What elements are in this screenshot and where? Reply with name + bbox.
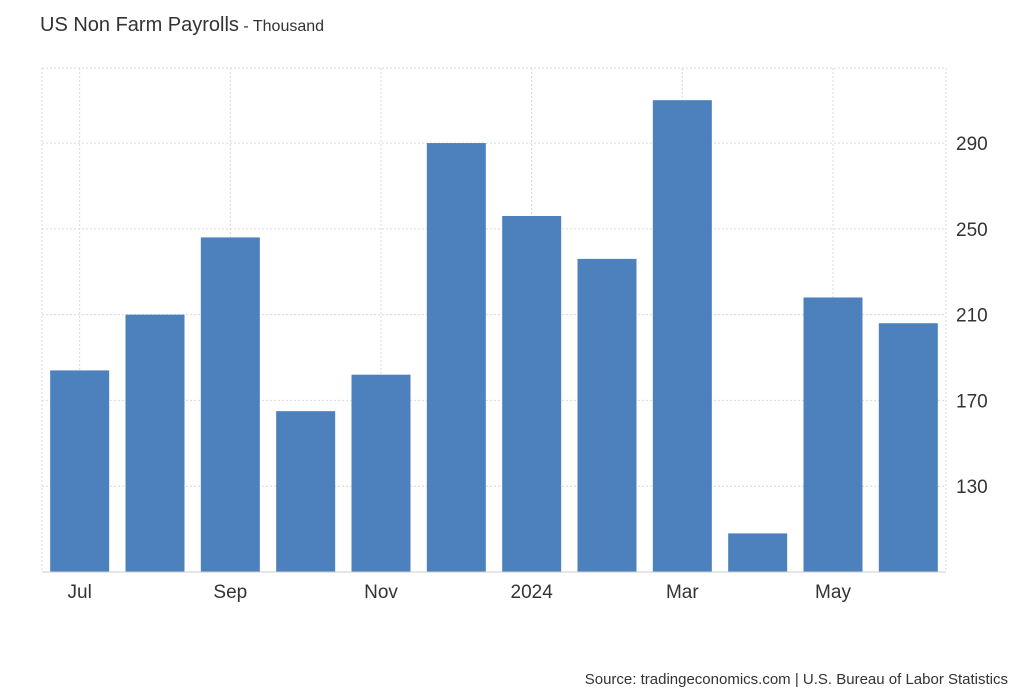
x-tick-label: Mar [666,582,699,603]
y-tick-label: 210 [956,306,988,327]
x-tick-label: Sep [213,582,247,603]
bar-chart: 130 170 210 250 290 Jul Sep Nov 2024 Mar May [41,67,988,603]
bar-nov[interactable] [351,374,411,572]
bar-oct[interactable] [276,411,336,572]
bar-mar[interactable] [652,100,712,572]
y-tick-label: 170 [956,391,988,412]
y-axis-tick-labels: 130 170 210 250 290 [956,134,988,498]
chart-subtitle: - Thousand [243,18,325,35]
bar-sep[interactable] [200,237,260,572]
source-note: Source: tradingeconomics.com | U.S. Bure… [584,671,1008,688]
y-tick-label: 250 [956,220,988,241]
chart-title-block: US Non Farm Payrolls - Thousand [40,14,324,37]
bar-jul[interactable] [50,370,110,572]
bar-may[interactable] [803,297,863,572]
chart-title: US Non Farm Payrolls [40,14,239,36]
y-tick-label: 290 [956,134,988,155]
bars-layer [50,100,938,572]
bar-apr[interactable] [728,533,788,572]
x-tick-label: May [815,582,851,603]
x-tick-label: Jul [68,582,92,603]
x-tick-label: 2024 [511,582,554,603]
y-tick-label: 130 [956,477,988,498]
bar-dec[interactable] [426,143,486,572]
x-tick-label: Nov [364,582,398,603]
bar-aug[interactable] [125,314,185,572]
bar-2024[interactable] [502,215,562,572]
x-axis-tick-labels: Jul Sep Nov 2024 Mar May [68,582,852,603]
bar-jun[interactable] [878,323,938,572]
bar-feb[interactable] [577,258,637,572]
